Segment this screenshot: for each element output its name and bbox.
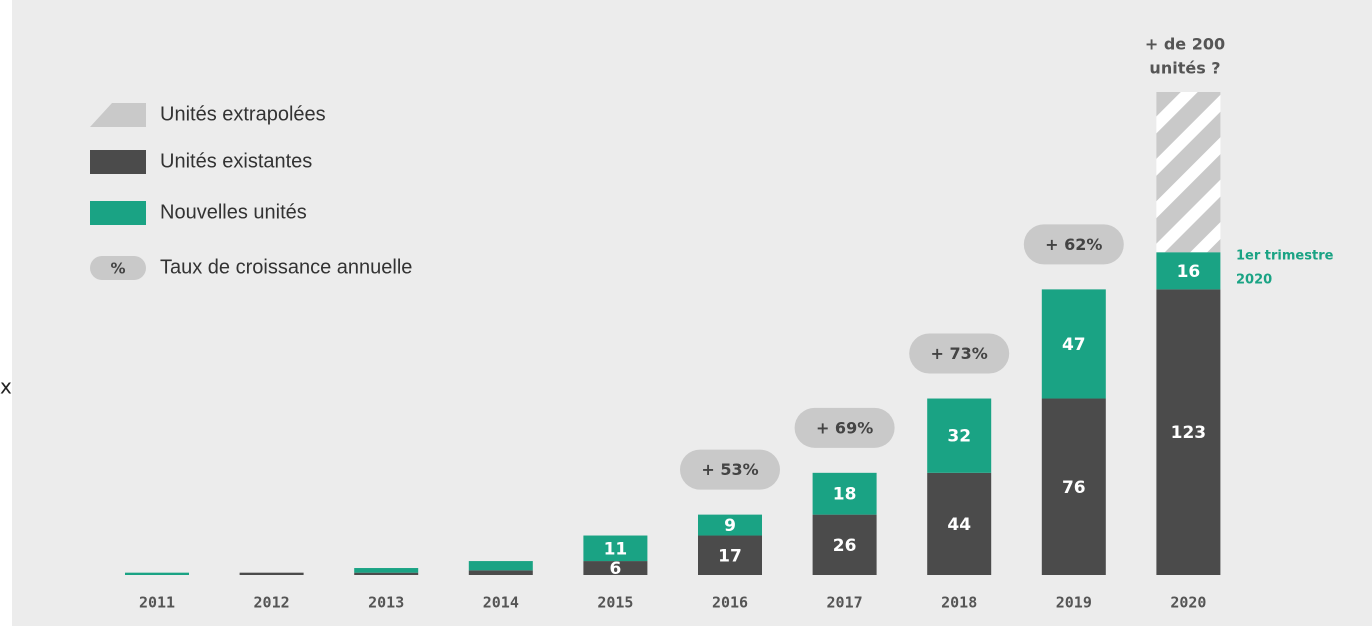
x-tick-label: 2015 <box>597 594 633 612</box>
value-label: 9 <box>724 516 736 536</box>
bar-segment <box>698 514 762 536</box>
annotation: 1er trimestre <box>1236 249 1334 264</box>
value-label: 76 <box>1062 478 1086 498</box>
growth-label: + 73% <box>931 344 988 363</box>
legend-label: Unités existantes <box>160 150 312 172</box>
bar-segment <box>239 572 304 575</box>
legend-pill <box>90 256 146 280</box>
value-label: 17 <box>718 546 742 566</box>
growth-pill <box>1023 224 1124 265</box>
growth-pill <box>794 407 895 448</box>
annotation: 2020 <box>1236 273 1272 288</box>
bar-segment <box>354 568 419 573</box>
annotation: + de 200 <box>1145 35 1225 54</box>
value-label: 47 <box>1062 335 1086 355</box>
edge-text: x <box>0 375 12 399</box>
legend-label: Nouvelles unités <box>160 201 307 223</box>
bar-segment <box>1041 398 1106 575</box>
x-tick-label: 2016 <box>712 594 748 612</box>
bar-segment <box>812 472 877 515</box>
value-label: 16 <box>1177 262 1201 282</box>
bar-segment <box>927 398 992 473</box>
value-label: 26 <box>833 536 857 556</box>
legend-label: Taux de croissance annuelle <box>160 256 412 278</box>
bar-segment <box>468 570 533 575</box>
bar-segment <box>927 472 992 575</box>
bar-segment <box>125 572 189 575</box>
legend-swatch <box>90 103 146 127</box>
bar-segment <box>354 572 419 575</box>
x-tick-label: 2019 <box>1056 594 1092 612</box>
bar-segment <box>1156 252 1221 290</box>
growth-label: + 62% <box>1045 235 1102 254</box>
x-tick-label: 2020 <box>1170 594 1206 612</box>
growth-label: + 69% <box>816 418 873 437</box>
bar-segment <box>583 535 648 562</box>
x-tick-label: 2014 <box>483 594 519 612</box>
legend-swatch <box>90 201 146 225</box>
x-tick-label: 2013 <box>368 594 404 612</box>
value-label: 11 <box>604 539 628 559</box>
x-tick-label: 2018 <box>941 594 977 612</box>
value-label: 18 <box>833 485 857 505</box>
value-label: 6 <box>609 559 621 579</box>
legend-pill-symbol: % <box>110 260 125 278</box>
growth-label: + 53% <box>701 460 758 479</box>
annotation: unités ? <box>1149 59 1220 78</box>
bar-segment <box>1156 289 1221 575</box>
bar-segment <box>468 561 533 571</box>
growth-pill <box>680 449 780 490</box>
growth-pill <box>909 333 1010 374</box>
value-label: 123 <box>1171 423 1207 443</box>
legend-swatch <box>90 150 146 174</box>
bar-segment <box>812 514 877 575</box>
bar-segment <box>1041 289 1106 399</box>
x-tick-label: 2011 <box>139 594 175 612</box>
background <box>12 0 1372 626</box>
x-tick-label: 2017 <box>827 594 863 612</box>
bar-segment <box>698 535 762 575</box>
bar-segment <box>1156 92 1221 253</box>
x-tick-label: 2012 <box>254 594 290 612</box>
bar-segment <box>583 561 648 575</box>
value-label: 44 <box>947 515 971 535</box>
legend-label: Unités extrapolées <box>160 103 326 125</box>
value-label: 32 <box>947 427 971 447</box>
